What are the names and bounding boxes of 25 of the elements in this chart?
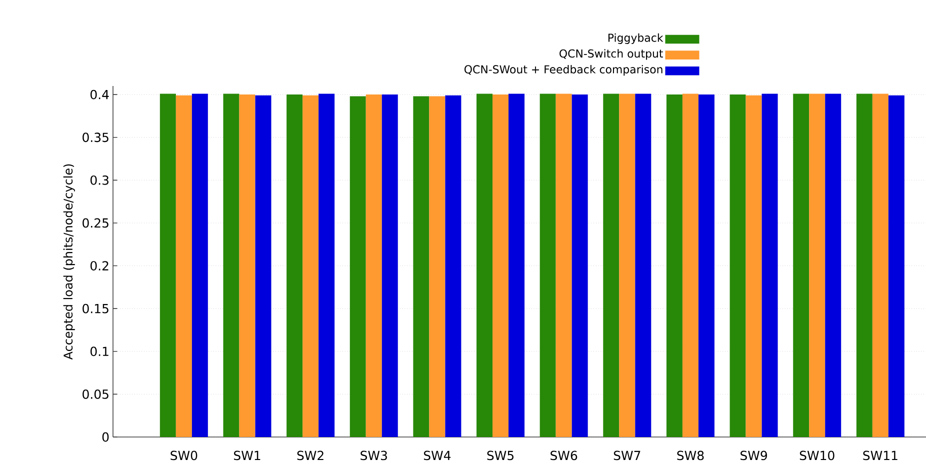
x-tick-label: SW8 — [677, 450, 704, 460]
x-tick-label: SW6 — [550, 450, 578, 460]
x-tick-label: SW5 — [487, 450, 514, 460]
x-tick-label: SW11 — [863, 450, 898, 460]
y-tick-label: 0.35 — [82, 132, 108, 142]
y-tick-label: 0.15 — [82, 304, 108, 314]
y-tick-label: 0.3 — [90, 175, 108, 185]
x-tick-label: SW1 — [234, 450, 260, 460]
y-tick-label: 0.2 — [90, 261, 108, 270]
x-tick-label: SW7 — [614, 450, 640, 460]
y-tick-label: 0.25 — [82, 218, 108, 228]
y-tick-label: 0.05 — [82, 389, 108, 399]
y-axis-title: Accepted load (phits/node/cycle) — [63, 164, 75, 360]
x-tick-label: SW2 — [297, 450, 324, 460]
y-tick-label: 0.4 — [90, 90, 109, 100]
y-tick-label: 0.1 — [90, 346, 108, 356]
legend-label: Piggyback — [608, 33, 664, 44]
legend-label: QCN-Switch output — [560, 49, 663, 60]
x-tick-label: SW10 — [800, 450, 834, 460]
x-tick-label: SW0 — [170, 450, 198, 460]
y-tick-label: 0 — [102, 432, 109, 442]
x-tick-label: SW4 — [424, 450, 451, 460]
x-tick-label: SW9 — [740, 450, 767, 460]
x-tick-label: SW3 — [360, 450, 387, 460]
legend-label: QCN-SWout + Feedback comparison — [464, 64, 662, 76]
